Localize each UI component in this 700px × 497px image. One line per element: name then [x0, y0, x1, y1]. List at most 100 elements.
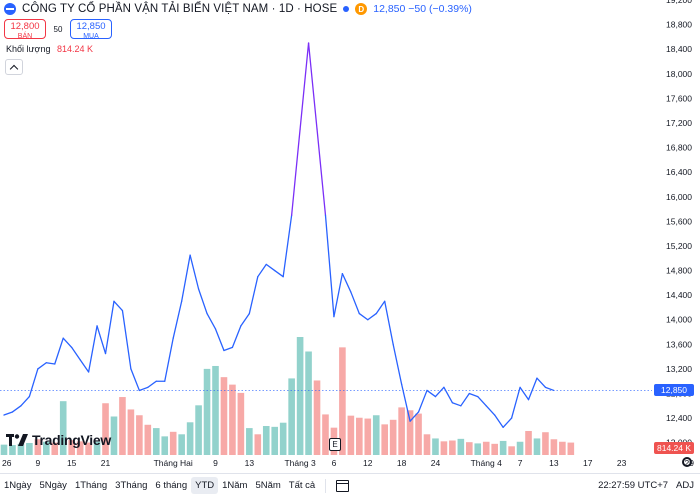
volume-bar [347, 415, 355, 455]
price-line-segment [290, 128, 301, 216]
symbol-title[interactable]: CÔNG TY CỔ PHẦN VẬN TẢI BIỂN VIỆT NAM · … [4, 3, 472, 15]
sell-price: 12,800 [10, 21, 40, 32]
range-1y[interactable]: 1Năm [222, 480, 248, 491]
collapse-legend-button[interactable] [5, 59, 23, 75]
price-tick-label: 18,000 [666, 69, 692, 79]
live-dot-icon [343, 6, 350, 12]
price-line-segment [11, 405, 22, 413]
price-line-segment [37, 362, 47, 370]
time-tick-label: 24 [431, 458, 441, 468]
price-tick-label: 16,800 [666, 143, 692, 153]
time-tick-label: 15 [67, 458, 77, 468]
clock-time[interactable]: 22:27:59 UTC+7 [598, 480, 669, 491]
time-tick-label: Tháng 4 [471, 458, 502, 468]
tradingview-logo[interactable]: TradingView [6, 432, 111, 448]
toolbar-divider [325, 478, 327, 493]
range-1d[interactable]: 1Ngày [4, 480, 32, 491]
price-line-segment [307, 42, 318, 130]
price-line-segment [54, 337, 64, 365]
logo-text: TradingView [32, 432, 111, 448]
time-tick-label: Tháng Hai [154, 458, 193, 468]
price-tick-label: 17,600 [666, 93, 692, 103]
time-tick-label: 13 [245, 458, 255, 468]
price-line-segment [494, 414, 504, 428]
data-badge[interactable]: D [355, 3, 368, 15]
price-tick-label: 18,400 [666, 44, 692, 54]
price-tick-label: 16,000 [666, 192, 692, 202]
bottom-toolbar: 1Ngày 5Ngày 1Tháng 3Tháng 6 tháng YTD 1N… [0, 473, 700, 497]
symbol-name[interactable]: CÔNG TY CỔ PHẦN VẬN TẢI BIỂN VIỆT NAM · … [22, 3, 338, 15]
range-6m[interactable]: 6 tháng [155, 480, 188, 491]
price-line-segment [214, 328, 225, 352]
range-5y[interactable]: 5Năm [255, 480, 281, 491]
price-line-segment [87, 325, 98, 373]
volume-bar [398, 407, 405, 455]
spread-value: 50 [53, 24, 63, 34]
volume-bar [415, 413, 422, 455]
volume-bar [203, 368, 211, 455]
range-1m[interactable]: 1Tháng [74, 480, 108, 491]
price-line-segment [28, 368, 39, 398]
chevron-up-icon [9, 64, 19, 73]
volume-label: Khối lượng [6, 44, 51, 54]
price-line-segment [460, 392, 470, 407]
chart-canvas[interactable]: 19,200 18,800 18,400 18,000 17,600 17,200 16,8… [0, 0, 700, 470]
volume-bar [491, 443, 498, 455]
price-line-segment [265, 263, 276, 272]
price-line-segment [231, 325, 242, 349]
volume-bar [322, 414, 329, 455]
time-axis[interactable]: 26 9 15 21 Tháng Hai 9 13 Tháng 3 6 12 18 24 Tháng 4… [2, 458, 694, 468]
time-tick-label: 9 [213, 458, 218, 468]
volume-bar [406, 410, 414, 455]
price-tick-label: 12,400 [666, 413, 692, 423]
price-line-segment [367, 312, 377, 321]
buy-price: 12,850 [76, 21, 106, 32]
calendar-icon[interactable] [336, 479, 350, 492]
volume-bar [119, 397, 126, 455]
adjust-toggle[interactable]: ADJ [676, 480, 694, 491]
time-tick-label: 23 [617, 458, 627, 468]
volume-bar [356, 417, 363, 455]
volume-bar [102, 403, 109, 455]
last-volume-tag: 814.24 K [654, 441, 694, 454]
volume-bar [93, 441, 101, 455]
price-line-segment [527, 377, 538, 401]
price-line-segment [121, 309, 132, 370]
price-tick-label: 15,600 [666, 216, 692, 226]
price-tick-label: 13,600 [666, 339, 692, 349]
price-line-segment [96, 325, 107, 355]
legend-header: CÔNG TY CỔ PHẦN VẬN TẢI BIỂN VIỆT NAM · … [0, 0, 650, 80]
price-line-segment [477, 395, 487, 407]
price-axis[interactable]: 19,200 18,800 18,400 18,000 17,600 17,200 16,8… [666, 0, 692, 448]
volume-bar [195, 405, 202, 455]
range-3m[interactable]: 3Tháng [115, 480, 148, 491]
volume-bar [220, 377, 228, 455]
sell-button[interactable]: 12,800 BÁN [4, 19, 46, 40]
volume-bar [466, 442, 473, 455]
buy-button[interactable]: 12,850 MUA [70, 19, 112, 40]
range-ytd[interactable]: YTD [191, 477, 219, 494]
price-line-segment [206, 312, 217, 330]
earnings-event-badge[interactable]: E [329, 438, 341, 451]
settings-icon[interactable] [682, 457, 692, 467]
price-line-segment [20, 395, 31, 407]
volume-bar [457, 438, 465, 455]
time-tick-label: 18 [397, 458, 407, 468]
volume-bar [305, 351, 312, 455]
volume-bar [516, 441, 524, 455]
range-5d[interactable]: 5Ngày [39, 480, 67, 491]
volume-bar [525, 430, 532, 455]
volume-bar [542, 432, 549, 455]
price-line-segment [510, 386, 521, 419]
price-tick-label: 19,200 [666, 0, 692, 5]
volume-bar [68, 440, 75, 455]
volume-bar [313, 380, 321, 455]
price-tick-label: 13,200 [666, 364, 692, 374]
last-price-tag: 12,850 [654, 384, 694, 397]
range-all[interactable]: Tất cả [288, 480, 316, 491]
price-chart[interactable]: 19,200 18,800 18,400 18,000 17,600 17,200 16,8… [0, 0, 700, 470]
volume-bars [0, 337, 575, 455]
volume-bar [482, 441, 490, 455]
volume-legend[interactable]: Khối lượng 814.24 K [6, 44, 93, 54]
price-line-segment [375, 300, 386, 315]
